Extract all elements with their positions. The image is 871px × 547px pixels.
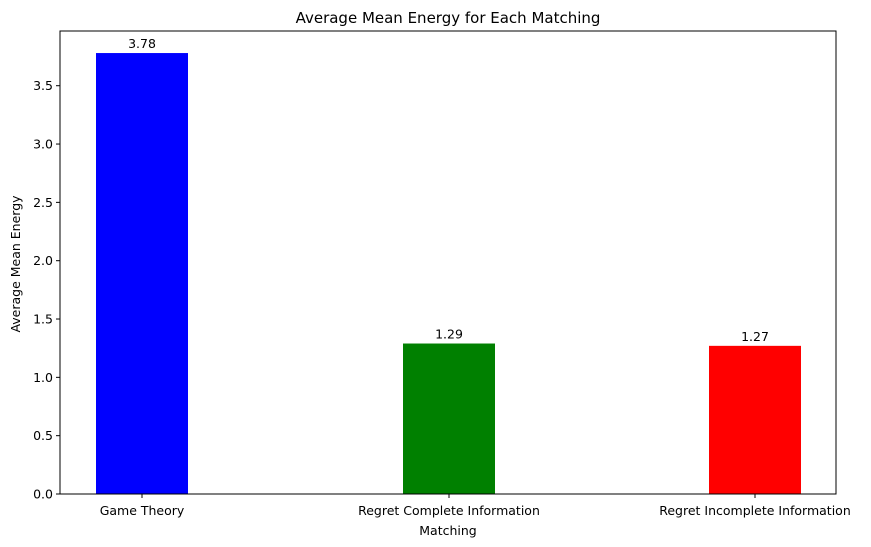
y-tick-label: 0.5 <box>33 428 53 443</box>
y-tick-label: 3.0 <box>33 137 53 152</box>
y-tick-label: 1.0 <box>33 370 53 385</box>
y-tick-label: 3.5 <box>33 78 53 93</box>
x-tick-label: Regret Incomplete Information <box>659 503 851 518</box>
bar <box>96 53 188 495</box>
bar-value-label: 1.29 <box>435 327 463 342</box>
x-axis-title: Matching <box>419 523 476 538</box>
y-tick-label: 2.0 <box>33 253 53 268</box>
chart-title: Average Mean Energy for Each Matching <box>296 9 601 27</box>
bar <box>403 343 495 494</box>
y-tick-label: 0.0 <box>33 487 53 502</box>
bar <box>709 345 801 494</box>
x-tick-label: Regret Complete Information <box>358 503 540 518</box>
bar-value-label: 1.27 <box>741 329 769 344</box>
bar-value-label: 3.78 <box>128 36 156 51</box>
y-tick-label: 2.5 <box>33 195 53 210</box>
y-tick-label: 1.5 <box>33 312 53 327</box>
plot-frame <box>59 30 837 495</box>
plot-area: 3.78 1.29 1.27 0.0 0.5 1.0 1.5 2.0 2.5 3.0 3.5 Game… <box>33 30 851 518</box>
y-axis-title: Average Mean Energy <box>8 195 23 333</box>
x-tick-label: Game Theory <box>100 503 185 518</box>
